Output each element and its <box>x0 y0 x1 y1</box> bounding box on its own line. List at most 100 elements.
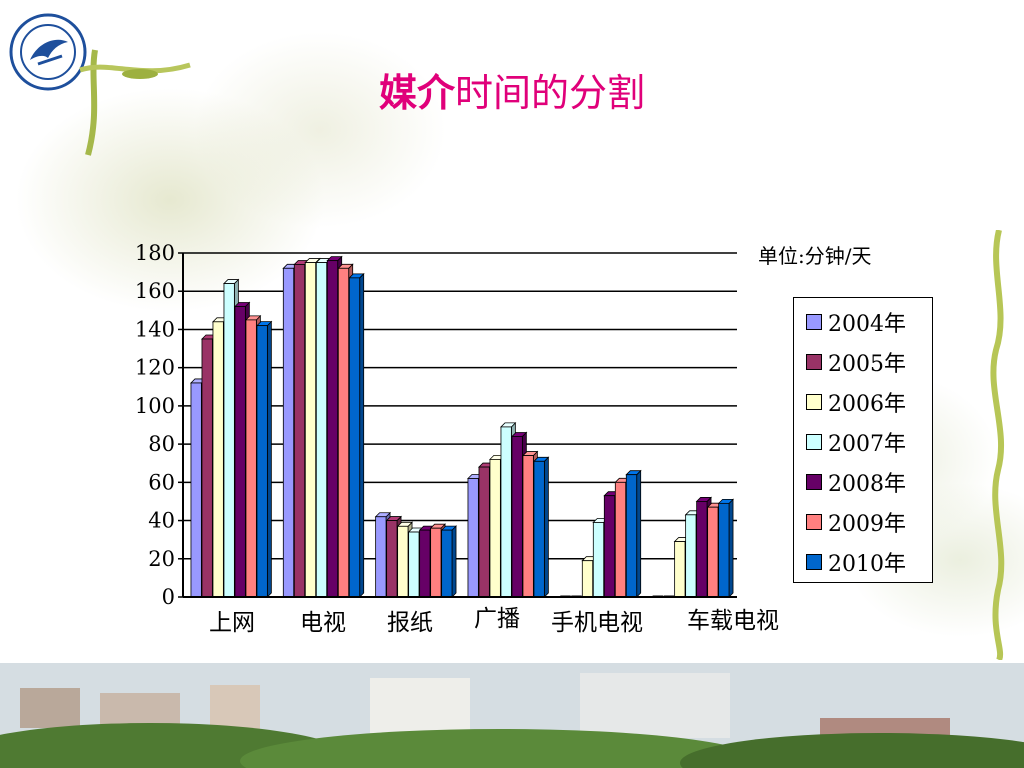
legend-item: 2008年 <box>806 468 906 497</box>
decorative-leaf-sprig-icon <box>79 49 191 156</box>
legend-label: 2004年 <box>828 312 906 337</box>
bar-face <box>581 560 594 598</box>
bar <box>440 525 457 598</box>
bar-face <box>326 260 339 598</box>
legend-swatch <box>806 354 822 370</box>
legend-label: 2007年 <box>828 432 906 457</box>
bar-face <box>718 502 730 598</box>
x-category-label: 车载电视 <box>687 608 779 634</box>
bar-face <box>386 520 398 598</box>
legend-swatch <box>806 474 822 490</box>
bar-face <box>467 478 479 598</box>
legend-item: 2007年 <box>806 428 906 457</box>
bar <box>256 320 273 598</box>
legend-label: 2010年 <box>828 552 906 577</box>
bar-face <box>522 455 534 598</box>
bar-face <box>337 267 350 598</box>
legend-item: 2006年 <box>806 388 906 417</box>
bar <box>625 469 642 598</box>
chart-axes: 0 20 40 60 80 100 120 140 160 180 上网 电视 报纸 广播 手机电视 车载电视 <box>135 241 779 636</box>
bar-face <box>304 262 317 598</box>
campus-photo-banner <box>0 663 1024 768</box>
bar-face <box>533 460 545 598</box>
legend-label: 2009年 <box>828 512 906 537</box>
bar-face <box>674 541 686 598</box>
bar-face <box>293 264 306 598</box>
legend-swatch <box>806 394 822 410</box>
chart-bars <box>190 255 734 598</box>
title-bold-part: 媒介 <box>378 71 455 115</box>
bar-face <box>707 506 719 598</box>
decorative-vine-icon <box>990 230 1005 660</box>
y-tick-label: 100 <box>135 394 175 418</box>
bar-face <box>408 531 420 598</box>
university-seal-icon <box>9 13 87 91</box>
bar-face <box>489 458 501 598</box>
bar-face <box>315 262 328 598</box>
legend-swatch <box>806 514 822 530</box>
bar-face <box>603 495 616 598</box>
bar-side <box>543 456 549 598</box>
y-tick-label: 140 <box>135 317 175 341</box>
bar <box>717 498 734 598</box>
bar-face <box>511 436 523 598</box>
x-category-label: 广播 <box>474 606 520 632</box>
bar-face <box>430 527 442 598</box>
legend-swatch <box>806 314 822 330</box>
bar-face <box>190 382 202 598</box>
bar-face <box>500 426 512 598</box>
bar-face <box>614 481 627 598</box>
bar-face <box>282 267 295 598</box>
title-rest-part: 时间的分割 <box>455 71 646 115</box>
bar-face <box>375 516 387 598</box>
bar-face <box>478 466 490 598</box>
y-tick-label: 40 <box>148 509 175 533</box>
y-tick-label: 80 <box>148 432 175 456</box>
bar-face <box>212 321 224 598</box>
legend-item: 2009年 <box>806 508 906 537</box>
bar <box>533 456 550 598</box>
bar-side <box>451 525 457 598</box>
y-tick-label: 0 <box>162 585 175 609</box>
bar-face <box>696 501 708 598</box>
chart-legend: 2004年 2005年 2006年 2007年 2008年 2009年 2010年 <box>793 297 933 583</box>
bar-face <box>625 474 638 598</box>
bar-face <box>256 325 268 598</box>
legend-label: 2005年 <box>828 352 906 377</box>
y-tick-label: 120 <box>135 356 175 380</box>
legend-item: 2004年 <box>806 308 906 337</box>
y-tick-label: 60 <box>148 470 175 494</box>
bar-face <box>348 277 361 598</box>
legend-swatch <box>806 434 822 450</box>
bar <box>348 272 365 598</box>
bar-face <box>245 319 257 598</box>
bar-face <box>397 525 409 598</box>
legend-label: 2008年 <box>828 472 906 497</box>
bar-face <box>201 338 213 598</box>
bar-side <box>266 320 272 598</box>
legend-label: 2006年 <box>828 392 906 417</box>
unit-label: 单位:分钟/天 <box>758 244 872 268</box>
x-category-label: 手机电视 <box>551 610 643 636</box>
bar-face <box>234 306 246 598</box>
legend-item: 2005年 <box>806 348 906 377</box>
legend-swatch <box>806 554 822 570</box>
y-tick-label: 20 <box>148 547 175 571</box>
bar-face <box>419 529 431 598</box>
y-tick-label: 180 <box>135 241 175 265</box>
bar-face <box>441 529 453 598</box>
y-tick-label: 160 <box>135 279 175 303</box>
bar-side <box>359 272 365 598</box>
bar-side <box>728 498 734 598</box>
x-category-label: 上网 <box>209 610 255 636</box>
x-category-label: 电视 <box>300 610 346 636</box>
bar-face <box>223 283 235 598</box>
bar-face <box>592 522 605 598</box>
bar-face <box>685 514 697 598</box>
x-category-label: 报纸 <box>387 610 433 636</box>
chart-grid <box>183 252 737 560</box>
page-title: 媒介时间的分割 <box>0 62 1024 117</box>
legend-item: 2010年 <box>806 548 906 577</box>
bar-side <box>636 469 642 598</box>
